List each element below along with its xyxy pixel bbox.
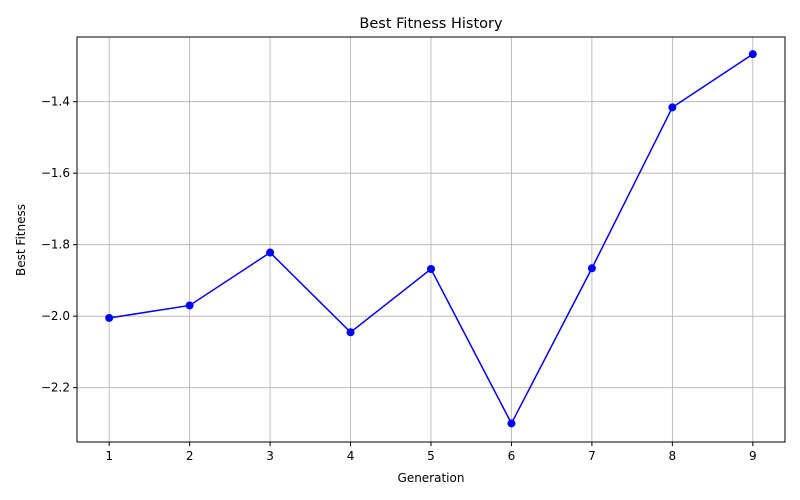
x-tick-label: 5 bbox=[427, 449, 435, 463]
y-tick-label: −1.4 bbox=[41, 95, 70, 109]
x-tick-label: 7 bbox=[588, 449, 596, 463]
data-point bbox=[748, 50, 757, 59]
y-tick-label: −1.8 bbox=[41, 238, 70, 252]
y-axis-title: Best Fitness bbox=[14, 204, 28, 276]
data-point bbox=[266, 248, 275, 257]
data-point bbox=[185, 301, 194, 310]
y-tick-label: −2.0 bbox=[41, 309, 70, 323]
data-point bbox=[346, 328, 355, 337]
x-tick-label: 6 bbox=[508, 449, 516, 463]
data-point bbox=[668, 103, 677, 112]
grid bbox=[77, 37, 785, 442]
x-tick-label: 3 bbox=[266, 449, 274, 463]
x-axis-title: Generation bbox=[398, 471, 465, 485]
data-point bbox=[105, 313, 114, 322]
x-tick-label: 4 bbox=[347, 449, 355, 463]
x-tick-label: 8 bbox=[669, 449, 677, 463]
data-point bbox=[507, 419, 516, 428]
data-point bbox=[587, 264, 596, 273]
x-tick-label: 2 bbox=[186, 449, 194, 463]
y-tick-label: −1.6 bbox=[41, 166, 70, 180]
tick-labels: 1 2 3 4 5 6 7 8 9 −2.2 −2.0 −1.8 −1.6 −1.4 bbox=[41, 95, 757, 463]
series bbox=[105, 50, 757, 428]
x-tick-label: 9 bbox=[749, 449, 757, 463]
data-point bbox=[427, 264, 435, 273]
x-tick-label: 1 bbox=[105, 449, 113, 463]
y-tick-label: −2.2 bbox=[41, 381, 70, 395]
chart-title: Best Fitness History bbox=[359, 16, 503, 32]
axes bbox=[73, 36, 786, 446]
